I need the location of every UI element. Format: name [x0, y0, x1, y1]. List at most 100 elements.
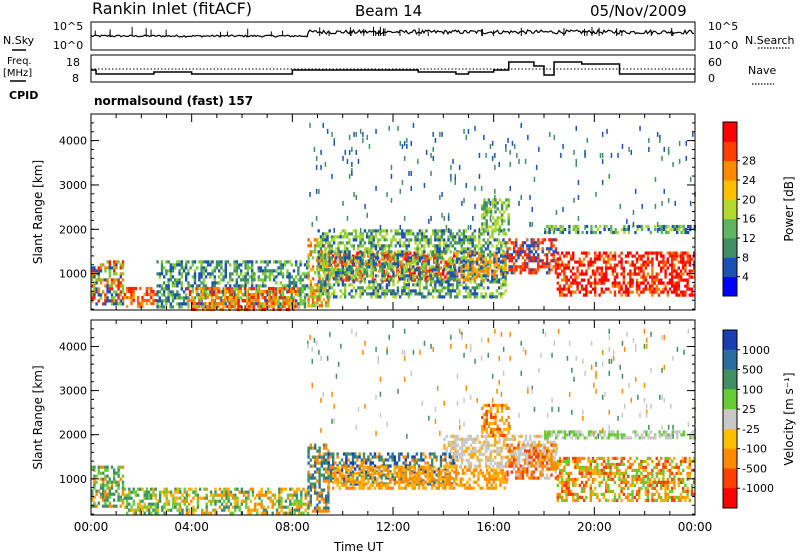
- range-gate-cell: [228, 298, 231, 303]
- range-gate-cell: [482, 269, 485, 273]
- range-gate-cell: [248, 266, 252, 270]
- range-gate-cell: [345, 486, 348, 490]
- range-gate-cell: [500, 213, 504, 217]
- range-gate-cell: [392, 277, 395, 281]
- range-gate-cell: [104, 498, 107, 502]
- range-gate-cell: [158, 305, 161, 309]
- range-gate-cell: [658, 224, 661, 229]
- range-gate-cell: [477, 251, 481, 255]
- range-gate-cell: [431, 274, 435, 278]
- range-gate-cell: [636, 227, 639, 232]
- range-gate-cell: [594, 254, 597, 258]
- range-gate-cell: [156, 502, 160, 506]
- range-gate-cell: [418, 277, 422, 281]
- range-gate-cell: [390, 253, 393, 257]
- range-gate-cell: [207, 511, 211, 515]
- range-gate-cell: [390, 238, 393, 242]
- range-gate-cell: [473, 253, 477, 257]
- range-gate-cell: [360, 461, 363, 465]
- range-gate-cell: [244, 284, 247, 288]
- range-gate-cell: [403, 280, 406, 284]
- range-gate-cell: [221, 298, 225, 303]
- range-gate-cell: [115, 278, 118, 282]
- range-gate-cell: [348, 265, 351, 269]
- range-gate-cell: [361, 256, 364, 260]
- range-gate-cell: [91, 293, 94, 297]
- range-gate-cell: [196, 293, 199, 297]
- range-gate-cell: [409, 251, 412, 255]
- range-gate-cell: [150, 289, 153, 294]
- range-gate-cell: [192, 496, 195, 500]
- range-gate-cell: [147, 292, 151, 297]
- range-gate-cell: [270, 272, 274, 276]
- range-gate-cell: [325, 452, 328, 456]
- range-gate-cell: [290, 289, 293, 294]
- range-gate-cell: [439, 458, 443, 462]
- range-gate-cell: [400, 452, 403, 456]
- range-gate-cell: [178, 293, 181, 297]
- range-gate-cell: [106, 495, 109, 499]
- range-gate-cell: [343, 278, 346, 282]
- range-gate-cell: [203, 511, 206, 515]
- range-gate-cell: [382, 272, 385, 276]
- range-gate-cell: [252, 286, 255, 291]
- range-gate-cell: [222, 287, 225, 291]
- range-gate-cell: [95, 281, 98, 285]
- range-gate-cell: [99, 486, 103, 490]
- figure-title: Rankin Inlet (fitACF): [92, 0, 252, 18]
- range-gate-cell: [231, 272, 234, 276]
- range-gate-cell: [431, 295, 435, 299]
- range-gate-cell: [493, 263, 496, 267]
- range-gate-cell: [242, 499, 246, 503]
- range-gate-cell: [349, 452, 352, 456]
- range-gate-cell: [196, 505, 200, 509]
- range-gate-cell: [326, 292, 329, 296]
- range-gate-cell: [335, 253, 338, 257]
- range-gate-cell: [152, 508, 155, 512]
- range-gate-cell: [662, 266, 665, 270]
- range-gate-cell: [558, 263, 562, 267]
- range-gate-cell: [495, 263, 498, 267]
- range-gate-cell: [125, 502, 129, 506]
- range-gate-cell: [152, 490, 155, 494]
- range-gate-cell: [530, 271, 533, 275]
- range-gate-cell: [622, 281, 625, 285]
- range-gate-cell: [607, 278, 610, 282]
- range-gate-cell: [150, 292, 153, 297]
- range-gate-cell: [130, 505, 133, 509]
- range-gate-cell: [673, 269, 676, 273]
- range-gate-cell: [339, 259, 342, 263]
- range-gate-cell: [351, 278, 355, 282]
- range-gate-cell: [390, 265, 393, 269]
- range-gate-cell: [674, 200, 676, 206]
- range-gate-cell: [381, 253, 384, 257]
- range-gate-cell: [213, 278, 216, 282]
- range-gate-cell: [213, 286, 216, 291]
- range-gate-cell: [506, 241, 509, 245]
- range-gate-cell: [322, 443, 326, 447]
- range-gate-cell: [328, 247, 331, 251]
- range-gate-cell: [427, 253, 430, 257]
- range-gate-cell: [429, 256, 433, 260]
- range-gate-cell: [198, 260, 201, 264]
- range-gate-cell: [108, 272, 111, 276]
- range-gate-cell: [218, 263, 221, 267]
- range-gate-cell: [295, 260, 298, 264]
- range-gate-cell: [425, 283, 428, 287]
- range-gate-cell: [504, 263, 507, 267]
- range-gate-cell: [185, 508, 189, 512]
- range-gate-cell: [508, 256, 511, 260]
- range-gate-cell: [580, 263, 584, 267]
- range-gate-cell: [290, 281, 293, 285]
- range-gate-cell: [500, 216, 504, 220]
- range-gate-cell: [679, 254, 683, 258]
- range-gate-cell: [651, 269, 654, 273]
- range-gate-cell: [600, 278, 603, 282]
- range-gate-cell: [201, 511, 204, 515]
- range-gate-cell: [666, 257, 669, 261]
- range-gate-cell: [219, 301, 222, 306]
- range-gate-cell: [307, 238, 310, 242]
- range-gate-cell: [684, 269, 687, 273]
- range-gate-cell: [338, 480, 341, 484]
